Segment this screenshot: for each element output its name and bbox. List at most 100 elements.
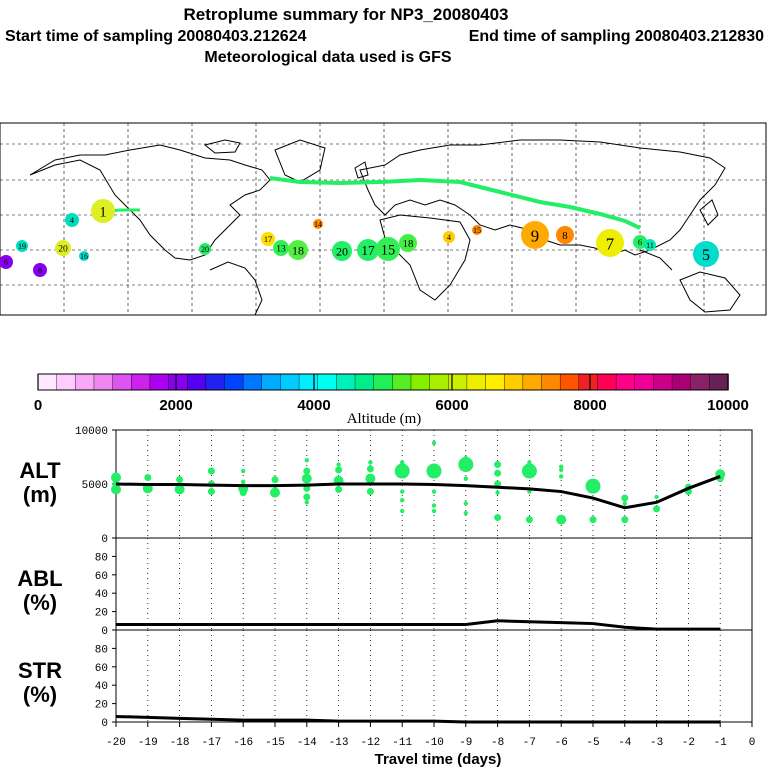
plume-cluster-dot <box>494 469 502 477</box>
colorbar-cell <box>541 373 561 391</box>
colorbar-cell <box>448 373 468 391</box>
colorbar-cell <box>93 373 114 391</box>
series-line-abl <box>116 619 721 631</box>
x-tick-label: -20 <box>106 737 126 749</box>
plume-cluster-dot <box>654 494 659 500</box>
plume-cluster-dot <box>400 498 405 503</box>
plume-cluster-dot <box>494 513 502 521</box>
map-plume-marker <box>33 263 47 277</box>
colorbar-cell <box>261 373 282 391</box>
map-plume-marker <box>633 235 647 249</box>
map-plume-marker <box>644 239 656 251</box>
plume-cluster-dot <box>303 493 311 501</box>
colorbar-cell <box>373 373 394 391</box>
plume-cluster-dot <box>270 487 280 498</box>
map-plume-label: 1 <box>99 204 106 220</box>
plume-cluster-dot <box>335 485 343 493</box>
figure-title: Retroplume summary for NP3_20080403 <box>183 5 508 24</box>
time-series-panels: 1000050000ALT(m)806040200ABL(%)806040200… <box>17 426 753 730</box>
plume-cluster-dot <box>366 465 374 473</box>
colorbar-cell <box>504 373 524 391</box>
series-line-alt <box>115 475 721 510</box>
map-plume-marker <box>399 234 417 252</box>
x-tick-label: -12 <box>360 737 380 749</box>
y-tick-label: 60 <box>95 663 108 675</box>
plume-cluster-dot <box>144 474 152 482</box>
colorbar-cell <box>466 373 487 391</box>
x-tick-label: -13 <box>329 737 349 749</box>
map-plume-label: 8 <box>562 230 567 242</box>
colorbar-cell <box>205 373 226 391</box>
colorbar-tick-label: 0 <box>34 397 42 414</box>
plume-cluster-dot <box>400 460 405 465</box>
plume-cluster-dot <box>335 466 343 474</box>
y-tick-label: 80 <box>95 644 108 656</box>
y-tick-label: 60 <box>95 571 108 583</box>
colorbar-cell <box>429 373 449 391</box>
plume-cluster-dot <box>400 489 405 494</box>
y-tick-label: 5000 <box>82 480 108 492</box>
plume-cluster-dot <box>458 457 474 473</box>
x-axis: -20 -19 -18 -17 -16 -15 -14 -13 -12 -11 -10 -9 -8 -7-… <box>106 722 755 749</box>
coastlines <box>29 139 741 316</box>
plume-cluster-dot <box>621 494 629 502</box>
x-tick-label: -4 <box>618 737 632 749</box>
y-tick-label: 0 <box>101 718 108 730</box>
x-tick-label: -8 <box>491 737 504 749</box>
plume-cluster-dot <box>426 463 442 479</box>
x-axis-label: Travel time (days) <box>375 751 502 768</box>
colorbar-cell <box>317 373 338 391</box>
panel-alt: 10000 5000 0 ALT(m) <box>19 426 753 546</box>
plume-cluster-dot <box>556 514 567 525</box>
map-plume-marker <box>65 213 79 227</box>
plume-cluster-dot <box>495 490 500 495</box>
colorbar-cell <box>37 373 58 391</box>
plume-cluster-dot <box>559 464 564 469</box>
plume-cluster-dot <box>527 489 532 494</box>
map-plume-label: 16 <box>80 252 88 261</box>
map-plume-label: 4 <box>70 216 75 225</box>
plume-cluster-dot <box>366 488 374 496</box>
colorbar-cell <box>559 373 580 391</box>
map-plume-marker <box>261 232 275 246</box>
colorbar-cell <box>522 373 543 391</box>
y-tick-label: 0 <box>101 626 108 638</box>
map-plume-marker <box>55 240 71 256</box>
colorbar-tick-label: 4000 <box>297 397 330 414</box>
plume-cluster-dot <box>241 479 246 485</box>
map-plume-marker <box>596 229 624 257</box>
map-plume-label: 6 <box>4 258 8 267</box>
plume-cluster-dot <box>239 489 247 497</box>
panel-ylabel-unit: (%) <box>23 682 57 707</box>
y-tick-label: 20 <box>95 700 108 712</box>
colorbar-title: Altitude (m) <box>347 411 422 427</box>
map-plume-marker <box>376 237 400 261</box>
colorbar-cell <box>578 373 599 391</box>
map-plume-label: 20 <box>336 245 348 259</box>
plume-cluster-dot <box>365 473 376 484</box>
colorbar-cell <box>709 373 729 391</box>
x-tick-label: -7 <box>523 737 536 749</box>
y-tick-label: 40 <box>95 681 108 693</box>
map-plume-label: 8 <box>38 266 42 275</box>
map-plume-label: 5 <box>702 247 710 264</box>
end-time-text: End time of sampling 20080403.212830 <box>469 28 764 45</box>
map-plume-marker <box>288 240 308 260</box>
map-plume-marker <box>16 240 28 252</box>
panel-abl: 80 60 40 20 0 ABL(%) <box>17 537 753 638</box>
colorbar-tick-label: 8000 <box>573 397 606 414</box>
panel-ylabel-unit: (%) <box>23 590 57 615</box>
map-plume-label: 19 <box>18 242 26 251</box>
plume-cluster-dot <box>525 516 533 524</box>
panel-ylabel-alt: ALT <box>19 458 61 483</box>
plume-cluster-dot <box>622 501 627 506</box>
colorbar-cell <box>56 373 76 391</box>
plume-cluster-dot <box>589 516 597 524</box>
colorbar-cell <box>149 373 170 391</box>
colorbar-cell <box>392 373 412 391</box>
colorbar-cell <box>597 373 617 391</box>
panel-ylabel-unit: (m) <box>23 482 57 507</box>
colorbar-cell <box>224 373 244 391</box>
x-tick-label: -5 <box>586 737 599 749</box>
